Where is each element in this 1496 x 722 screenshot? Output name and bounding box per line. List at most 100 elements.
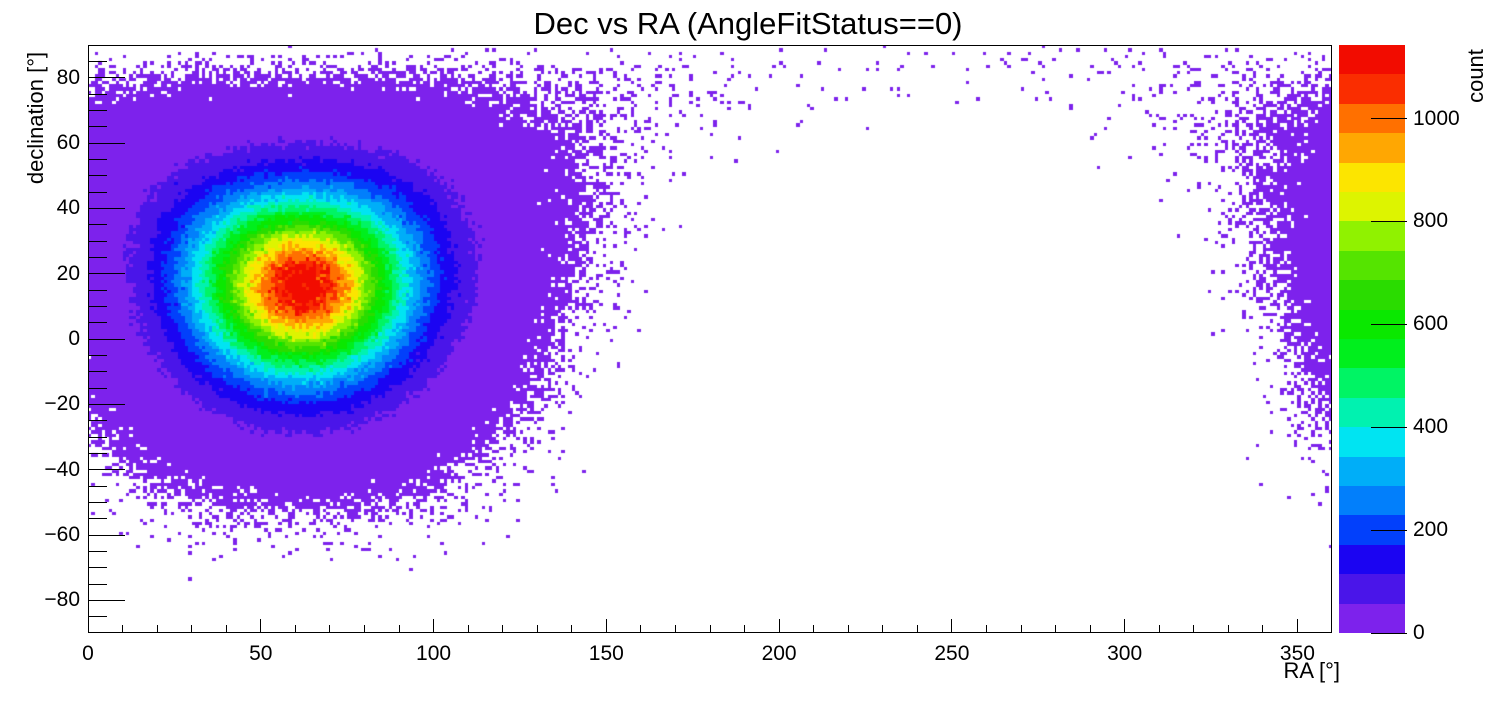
x-minor-tick bbox=[744, 625, 746, 632]
y-tick-label: −20 bbox=[44, 392, 80, 416]
x-minor-tick bbox=[398, 625, 400, 632]
colorbar-band bbox=[1339, 221, 1405, 251]
y-tick-label: 80 bbox=[56, 65, 80, 89]
y-major-tick bbox=[89, 469, 125, 471]
y-major-tick bbox=[89, 534, 125, 536]
colorbar-band bbox=[1339, 427, 1405, 457]
y-axis-title: declination [°] bbox=[23, 51, 48, 185]
y-minor-tick bbox=[89, 550, 107, 552]
y-minor-tick bbox=[89, 109, 107, 111]
colorbar-band bbox=[1339, 604, 1405, 633]
y-minor-tick bbox=[89, 583, 107, 585]
x-minor-tick bbox=[571, 625, 573, 632]
x-minor-tick bbox=[674, 625, 676, 632]
y-minor-tick bbox=[89, 567, 107, 569]
colorbar-band bbox=[1339, 398, 1405, 427]
x-minor-tick bbox=[882, 625, 884, 632]
y-major-tick bbox=[89, 207, 125, 209]
x-minor-tick bbox=[329, 625, 331, 632]
colorbar-tick bbox=[1371, 529, 1407, 531]
y-minor-tick bbox=[89, 501, 107, 503]
y-minor-tick bbox=[89, 518, 107, 520]
x-major-tick bbox=[1124, 619, 1126, 632]
y-tick-label: −60 bbox=[44, 523, 80, 546]
x-major-tick bbox=[778, 619, 780, 632]
x-major-tick bbox=[433, 619, 435, 632]
y-minor-tick bbox=[89, 485, 107, 487]
y-major-tick bbox=[89, 599, 125, 601]
x-minor-tick bbox=[813, 625, 815, 632]
x-tick-label: 150 bbox=[588, 642, 624, 665]
y-tick-label: 40 bbox=[56, 196, 80, 220]
colorbar-tick bbox=[1371, 426, 1407, 428]
x-tick-label: 350 bbox=[1279, 642, 1315, 665]
x-minor-tick bbox=[985, 625, 987, 632]
y-tick-label: 20 bbox=[56, 261, 80, 285]
colorbar-band bbox=[1339, 574, 1405, 604]
x-minor-tick bbox=[1158, 625, 1160, 632]
x-minor-tick bbox=[1055, 625, 1057, 632]
y-minor-tick bbox=[89, 387, 107, 389]
y-minor-tick bbox=[89, 126, 107, 128]
colorbar-band bbox=[1339, 368, 1405, 398]
x-major-tick bbox=[951, 619, 953, 632]
colorbar-band bbox=[1339, 192, 1405, 221]
y-tick-label: −80 bbox=[44, 588, 80, 612]
colorbar-tick-label: 0 bbox=[1413, 621, 1425, 644]
y-major-tick bbox=[89, 403, 125, 405]
x-major-tick bbox=[260, 619, 262, 632]
y-minor-tick bbox=[89, 289, 107, 291]
x-minor-tick bbox=[191, 625, 193, 632]
y-tick-label: 0 bbox=[68, 327, 80, 350]
y-minor-tick bbox=[89, 175, 107, 177]
y-minor-tick bbox=[89, 240, 107, 242]
y-tick-label: −40 bbox=[44, 457, 80, 481]
x-axis-title: RA [°] bbox=[1283, 658, 1340, 683]
x-minor-tick bbox=[709, 625, 711, 632]
x-minor-tick bbox=[294, 625, 296, 632]
colorbar-tick bbox=[1371, 220, 1407, 222]
x-minor-tick bbox=[122, 625, 124, 632]
y-minor-tick bbox=[89, 436, 107, 438]
colorbar-title: count bbox=[1463, 49, 1488, 103]
colorbar-tick bbox=[1371, 632, 1407, 634]
x-minor-tick bbox=[847, 625, 849, 632]
y-major-tick bbox=[89, 142, 125, 144]
colorbar-band bbox=[1339, 74, 1405, 104]
colorbar-tick bbox=[1371, 323, 1407, 325]
y-major-tick bbox=[89, 338, 125, 340]
colorbar-tick-label: 1000 bbox=[1413, 106, 1460, 130]
colorbar-band bbox=[1339, 280, 1405, 310]
x-minor-tick bbox=[1020, 625, 1022, 632]
colorbar-band bbox=[1339, 45, 1405, 74]
colorbar-band bbox=[1339, 545, 1405, 574]
x-tick-label: 200 bbox=[761, 642, 797, 665]
y-major-tick bbox=[89, 273, 125, 275]
x-minor-tick bbox=[640, 625, 642, 632]
x-major-tick bbox=[1296, 619, 1298, 632]
x-minor-tick bbox=[1193, 625, 1195, 632]
y-minor-tick bbox=[89, 322, 107, 324]
y-tick-label: 60 bbox=[56, 131, 80, 154]
colorbar-band bbox=[1339, 457, 1405, 486]
y-minor-tick bbox=[89, 420, 107, 422]
y-major-tick bbox=[89, 77, 125, 79]
colorbar-tick-label: 400 bbox=[1413, 415, 1449, 439]
colorbar-tick-label: 200 bbox=[1413, 518, 1449, 542]
y-minor-tick bbox=[89, 305, 107, 307]
y-minor-tick bbox=[89, 452, 107, 454]
chart-title: Dec vs RA (AngleFitStatus==0) bbox=[533, 6, 963, 41]
x-minor-tick bbox=[1227, 625, 1229, 632]
colorbar-tick bbox=[1371, 118, 1407, 120]
colorbar-tick-label: 600 bbox=[1413, 312, 1449, 336]
y-minor-tick bbox=[89, 371, 107, 373]
x-tick-label: 300 bbox=[1107, 642, 1143, 665]
colorbar-band bbox=[1339, 133, 1405, 163]
colorbar-band bbox=[1339, 339, 1405, 368]
colorbar-band bbox=[1339, 486, 1405, 515]
x-minor-tick bbox=[363, 625, 365, 632]
y-minor-tick bbox=[89, 256, 107, 258]
x-minor-tick bbox=[916, 625, 918, 632]
x-minor-tick bbox=[502, 625, 504, 632]
